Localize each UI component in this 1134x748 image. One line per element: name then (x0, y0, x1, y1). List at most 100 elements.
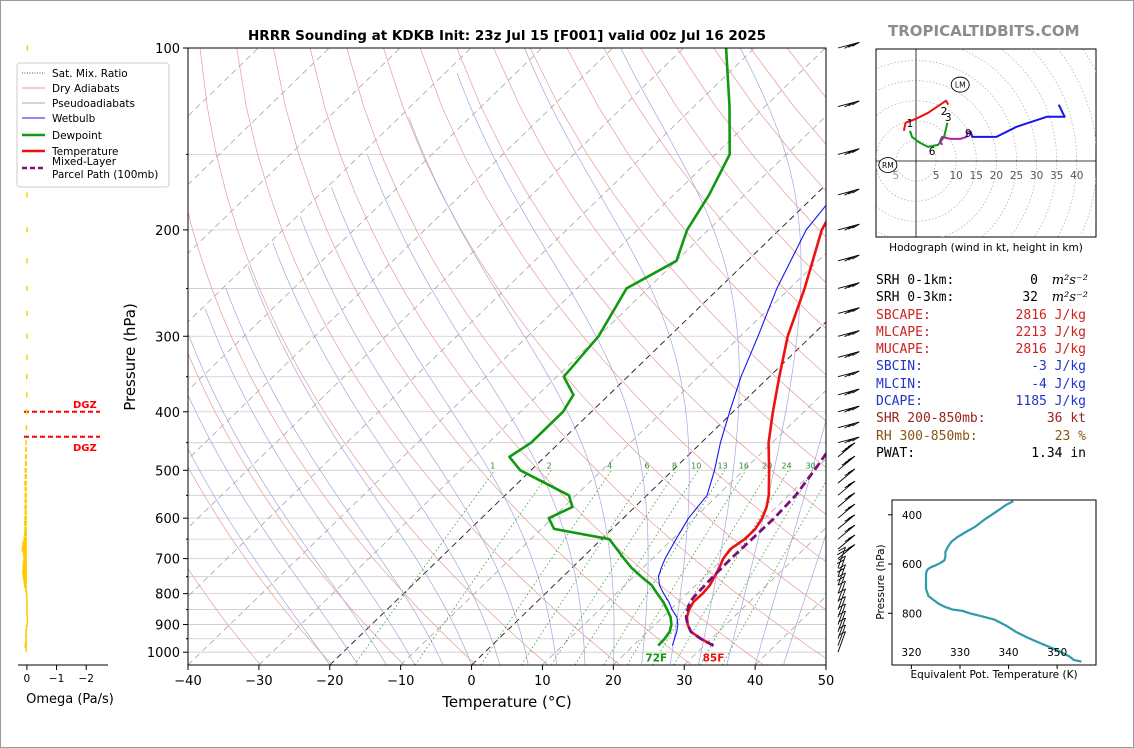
theta-e-y-tick-label: 600 (902, 559, 922, 571)
mixing-ratio-label: 13 (717, 461, 727, 470)
wind-barb-flag (848, 308, 856, 314)
wind-barb-staff (837, 223, 860, 231)
wind-barb-flag (848, 389, 856, 395)
legend-label: Pseudoadiabats (52, 98, 135, 110)
stat-row: PWAT: 1.34 in (876, 445, 1096, 462)
wind-barb-flag (844, 537, 853, 542)
wind-barb-flag (847, 480, 856, 486)
wind-barb (837, 468, 856, 484)
legend-label: Sat. Mix. Ratio (52, 68, 128, 80)
omega-bar (26, 622, 28, 628)
wind-barb-staff (837, 282, 860, 289)
omega-bar (26, 354, 28, 360)
omega-bar (25, 625, 28, 631)
wind-barb-staff (837, 148, 860, 155)
storm-motion-label: RM (882, 161, 894, 170)
wind-barb-flag (841, 447, 850, 453)
mixing-ratio-label: 24 (781, 461, 791, 470)
omega-bar (22, 574, 27, 580)
x-tick-label: 10 (534, 674, 551, 689)
theta-e-y-tick-label: 800 (902, 608, 922, 620)
wind-barb-flag (844, 458, 853, 464)
wind-barb-flag (844, 483, 853, 489)
pseudoadiabat (299, 216, 529, 665)
hodograph-tick-label: 35 (1050, 170, 1063, 182)
wind-barb-staff (837, 351, 860, 358)
x-tick-label: 50 (818, 674, 835, 689)
wind-barb-flag (852, 307, 860, 313)
omega-bar (26, 285, 28, 291)
wind-barb-flag (844, 390, 852, 396)
omega-bar (23, 556, 27, 562)
pseudoadiabat (456, 72, 649, 665)
stat-label: SBCAPE: (876, 307, 931, 323)
mixing-ratio-label: 4 (607, 461, 612, 470)
omega-bar (25, 425, 28, 431)
y-tick-label: 800 (155, 588, 180, 603)
theta-e-panel: 320 330 340 350 400 600 800 (888, 499, 1097, 669)
legend: Sat. Mix. Ratio Dry Adiabats Pseudoadiabat… (16, 62, 170, 188)
wind-barb (837, 503, 856, 519)
wind-barb (837, 307, 860, 315)
wind-barb (837, 492, 856, 508)
mixing-ratio-label: 36 (826, 461, 836, 470)
omega-bar (22, 551, 27, 557)
wind-barb-flag (852, 421, 860, 427)
y-tick-label: 200 (155, 224, 180, 239)
wind-barb (837, 330, 860, 338)
wind-barb-flag (852, 254, 860, 260)
x-tick-label: 30 (676, 674, 693, 689)
mixing-ratio-line (414, 470, 552, 665)
wind-barb (837, 148, 860, 156)
wind-barb-staff (837, 514, 856, 530)
wind-barb-staff (837, 442, 856, 458)
omega-bar (25, 447, 27, 453)
y-tick-label: 400 (155, 406, 180, 421)
isotherm (258, 115, 826, 665)
pseudoadiabat (754, 419, 826, 665)
isotherm (400, 252, 826, 665)
omega-bar (25, 591, 28, 597)
pseudoadiabat (620, 48, 740, 665)
wind-barb-flag (844, 309, 852, 315)
omega-bar (26, 610, 28, 616)
stat-label: DCAPE: (876, 394, 923, 410)
dry-adiabat (309, 48, 764, 665)
omega-bar (26, 595, 28, 601)
y-tick-label: 100 (155, 42, 180, 57)
x-tick-label: 0 (467, 674, 475, 689)
omega-bar (23, 520, 27, 526)
wind-barb (837, 370, 860, 378)
omega-tick-label: −2 (78, 673, 93, 685)
dgz-label: DGZ (73, 400, 97, 411)
wind-barb-flag (847, 534, 856, 540)
wind-barb-flag (852, 282, 860, 288)
omega-bar (24, 509, 27, 515)
wind-barb (837, 405, 860, 413)
stat-value: 1185 J/kg (1015, 394, 1086, 410)
stat-label: PWAT: (876, 445, 916, 461)
mixing-ratio-line (521, 470, 650, 665)
wind-barb (837, 480, 856, 496)
skewt-series (508, 48, 826, 647)
mixing-ratio-line (480, 470, 612, 665)
pseudoadiabat (188, 447, 331, 665)
wind-barb-staff (837, 307, 860, 314)
mixing-ratio-label: 10 (691, 461, 701, 470)
height-marker-label: 9 (965, 128, 972, 140)
x-tick-label: −20 (316, 674, 343, 689)
legend-label: Wetbulb (52, 113, 96, 125)
mixing-ratio-line (550, 470, 677, 665)
dry-adiabat (456, 48, 826, 515)
wind-barb (837, 188, 860, 196)
zero-isotherm (471, 321, 826, 665)
wind-barb (837, 514, 856, 530)
omega-bar (23, 582, 27, 588)
wind-barb-staff (837, 468, 856, 484)
theta-e-line (924, 500, 1082, 663)
wind-barb-flag (848, 437, 856, 443)
mixing-ratio-line (721, 480, 826, 665)
stat-row: SHR 200-850mb: 36 kt (876, 410, 1096, 427)
omega-bar (26, 227, 28, 233)
omega-bar (26, 607, 28, 613)
